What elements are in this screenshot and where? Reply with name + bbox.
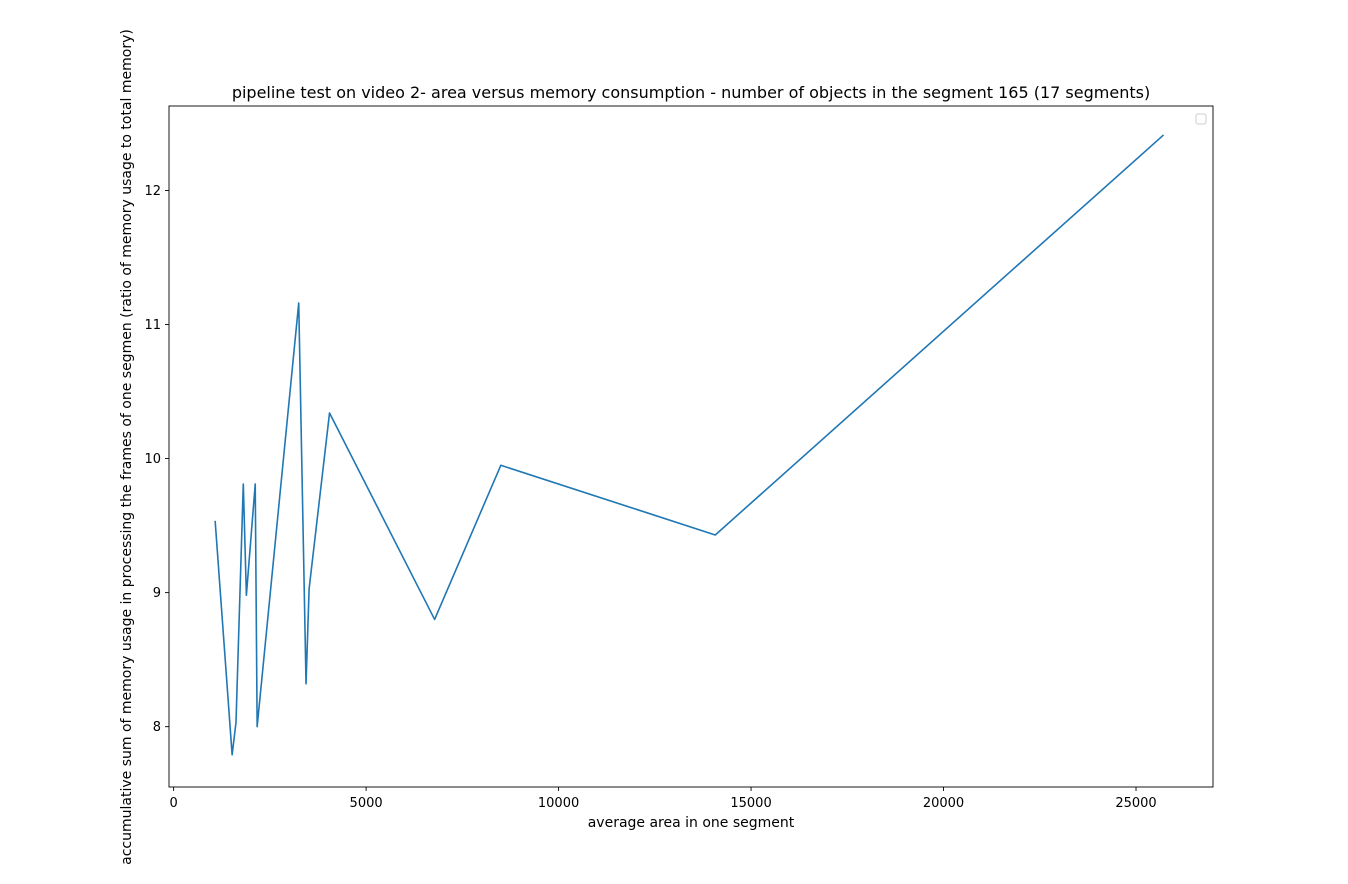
x-axis-label: average area in one segment: [588, 815, 795, 831]
x-tick-label: 5000: [350, 796, 383, 811]
plot-area: 0 5000 10000 15000 20000 25000 8 9 10 11 12: [144, 105, 1214, 811]
y-axis-label: accumulative sum of memory usage in proc…: [119, 29, 135, 865]
x-tick-label: 0: [169, 796, 177, 811]
y-tick-label: 10: [144, 452, 161, 467]
x-tick-label: 10000: [538, 796, 579, 811]
x-tick-label: 20000: [923, 796, 964, 811]
y-tick-label: 11: [144, 318, 161, 333]
legend-box: [1195, 113, 1207, 125]
plot-frame: [168, 105, 1214, 788]
y-tick-label: 8: [153, 720, 161, 735]
x-tick-label: 15000: [730, 796, 771, 811]
chart-title: pipeline test on video 2- area versus me…: [232, 83, 1150, 102]
series-line-0: [214, 134, 1165, 756]
y-tick-label: 12: [144, 184, 161, 199]
x-tick-label: 25000: [1115, 796, 1156, 811]
y-tick-label: 9: [153, 586, 161, 601]
